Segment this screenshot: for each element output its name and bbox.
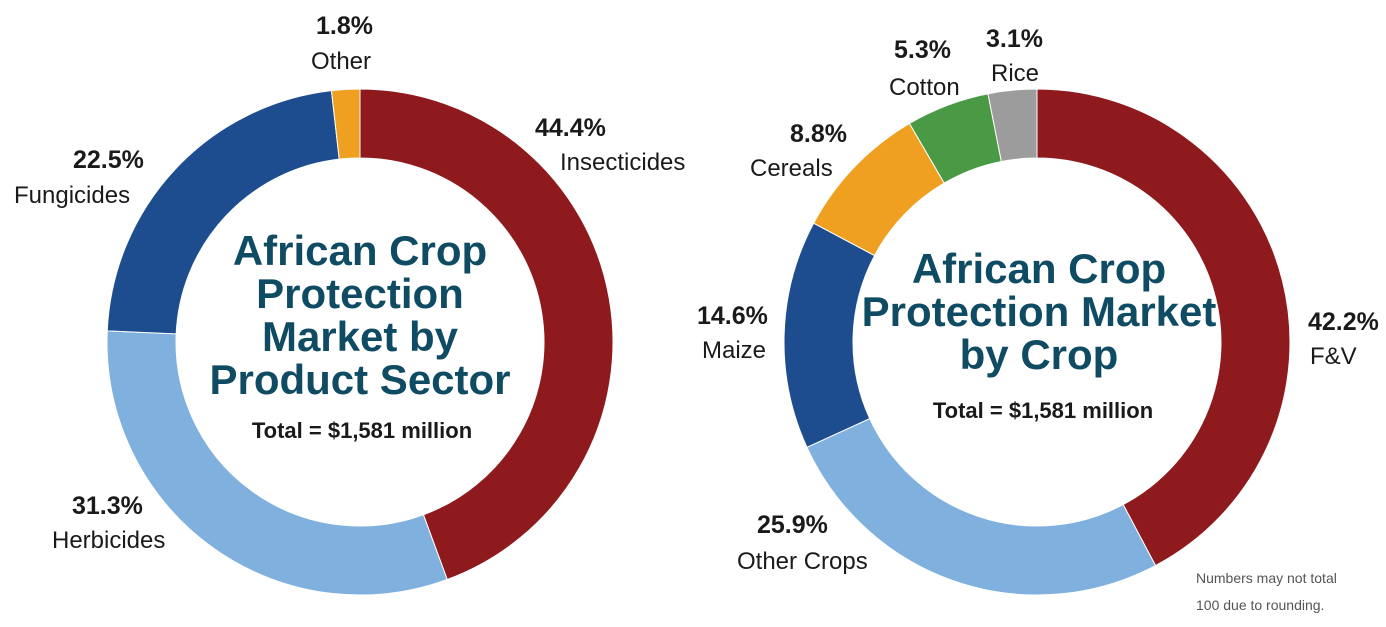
rice-value-label: 3.1% [986, 25, 1043, 53]
fungicides-value-label: 22.5% [73, 146, 144, 174]
other-crops-label: Other Crops [737, 548, 868, 575]
crop-slice-other-crops [806, 417, 1157, 596]
sector-title-line-4: Product Sector [209, 356, 510, 403]
sector-title-line-2: Protection [256, 270, 464, 317]
insecticides-label: Insecticides [560, 149, 685, 176]
sector-slice-insecticides [359, 88, 614, 581]
crop-title-line-2: Protection Market [862, 288, 1217, 335]
sector-total: Total = $1,581 million [252, 418, 472, 443]
herbicides-value-label: 31.3% [72, 492, 143, 520]
crop-donut [783, 88, 1291, 596]
insecticides-value-label: 44.4% [535, 114, 606, 142]
crop-title-line-1: African Crop [912, 245, 1166, 292]
product-sector-donut [106, 88, 614, 596]
fv-value-label: 42.2% [1308, 308, 1379, 336]
footnote-line-2: 100 due to rounding. [1196, 597, 1324, 613]
other-crops-value-label: 25.9% [757, 511, 828, 539]
other-value-label: 1.8% [316, 12, 373, 40]
maize-value-label: 14.6% [697, 302, 768, 330]
maize-label: Maize [702, 337, 766, 364]
crop-total: Total = $1,581 million [933, 398, 1153, 423]
crop-slice-maize [783, 222, 876, 448]
crop-slice-fv [1036, 88, 1291, 567]
rice-label: Rice [991, 60, 1039, 87]
cereals-value-label: 8.8% [790, 120, 847, 148]
footnote-line-1: Numbers may not total [1196, 570, 1337, 586]
herbicides-label: Herbicides [52, 527, 165, 554]
fv-label: F&V [1310, 343, 1357, 370]
cotton-label: Cotton [889, 74, 960, 101]
cotton-value-label: 5.3% [894, 36, 951, 64]
crop-title-line-3: by Crop [960, 331, 1119, 378]
crop-slice-rice [987, 88, 1038, 163]
sector-slice-other [330, 88, 361, 160]
fungicides-label: Fungicides [14, 182, 130, 209]
other-label: Other [311, 48, 371, 75]
cereals-label: Cereals [750, 155, 833, 182]
sector-title-line-1: African Crop [233, 227, 487, 274]
sector-slice-herbicides [106, 330, 448, 596]
sector-title-line-3: Market by [262, 313, 459, 360]
